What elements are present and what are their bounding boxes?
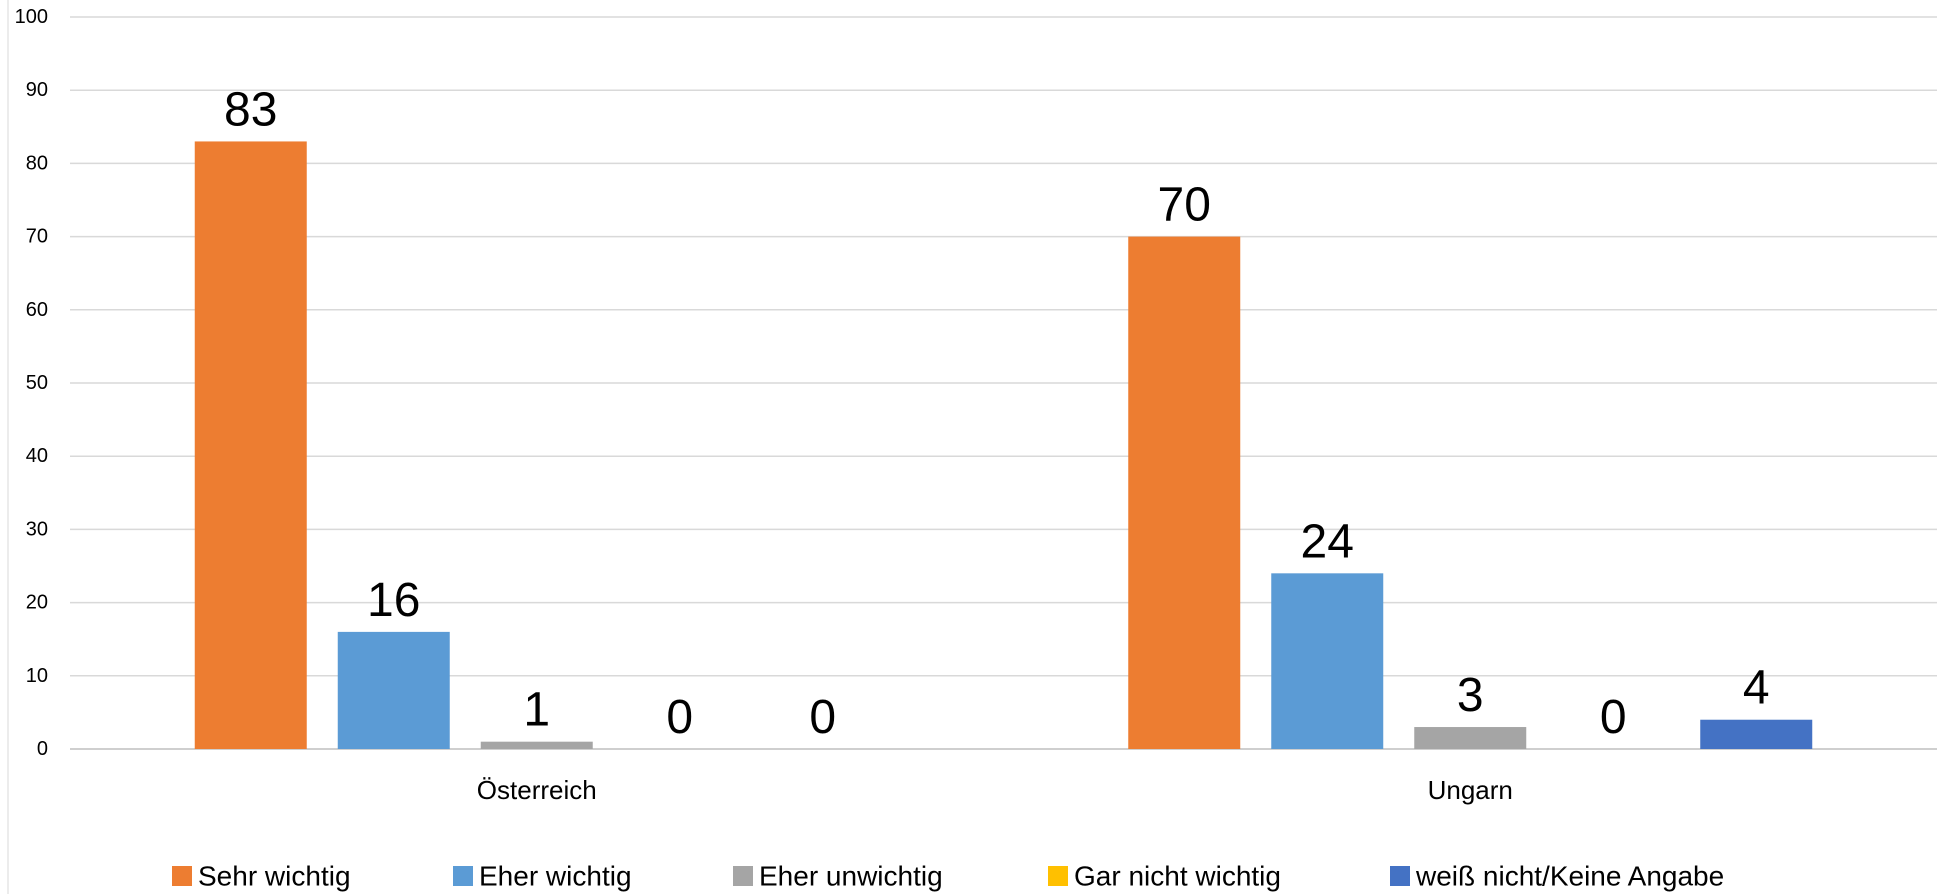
legend-swatch — [733, 866, 753, 886]
y-tick-label: 40 — [26, 445, 48, 467]
bar — [337, 631, 450, 749]
y-tick-label: 90 — [26, 79, 48, 101]
y-tick-label: 20 — [26, 592, 48, 614]
legend-label: Sehr wichtig — [198, 861, 351, 892]
bar — [1700, 719, 1813, 749]
data-labels: 83 16 1 0 0 70 24 3 0 4 — [224, 83, 1770, 744]
data-label: 0 — [1600, 691, 1627, 744]
y-tick-label: 80 — [26, 152, 48, 174]
legend: Sehr wichtig Eher wichtig Eher unwichtig Ga… — [172, 861, 1724, 892]
category-labels: Österreich Ungarn — [477, 775, 1513, 805]
y-tick-label: 0 — [37, 738, 48, 760]
data-label: 70 — [1158, 179, 1211, 232]
legend-label: Eher wichtig — [479, 861, 632, 892]
y-tick-label: 30 — [26, 518, 48, 540]
category-label: Österreich — [477, 775, 597, 805]
data-label: 0 — [666, 691, 693, 744]
legend-swatch — [1390, 866, 1410, 886]
legend-label: Gar nicht wichtig — [1074, 861, 1281, 892]
bar — [480, 741, 593, 749]
legend-swatch — [172, 866, 192, 886]
data-label: 16 — [367, 574, 420, 627]
y-tick-label: 50 — [26, 372, 48, 394]
y-tick-label: 10 — [26, 665, 48, 687]
data-label: 83 — [224, 83, 277, 136]
data-label: 1 — [523, 684, 550, 737]
y-tick-label: 100 — [15, 6, 48, 28]
data-label: 4 — [1743, 662, 1770, 715]
y-tick-label: 70 — [26, 226, 48, 248]
data-label: 0 — [809, 691, 836, 744]
bars — [194, 141, 1813, 750]
bar — [1128, 236, 1241, 750]
legend-swatch — [453, 866, 473, 886]
bar — [194, 141, 307, 749]
legend-label: weiß nicht/Keine Angabe — [1415, 861, 1724, 892]
data-label: 3 — [1457, 669, 1484, 722]
bar — [1271, 573, 1384, 749]
y-axis-tick-labels: 0 10 20 30 40 50 60 70 80 90 100 — [15, 6, 48, 760]
y-tick-label: 60 — [26, 299, 48, 321]
legend-label: Eher unwichtig — [759, 861, 943, 892]
category-label: Ungarn — [1428, 775, 1513, 805]
bar — [1414, 727, 1527, 749]
legend-swatch — [1048, 866, 1068, 886]
data-label: 24 — [1301, 515, 1354, 568]
